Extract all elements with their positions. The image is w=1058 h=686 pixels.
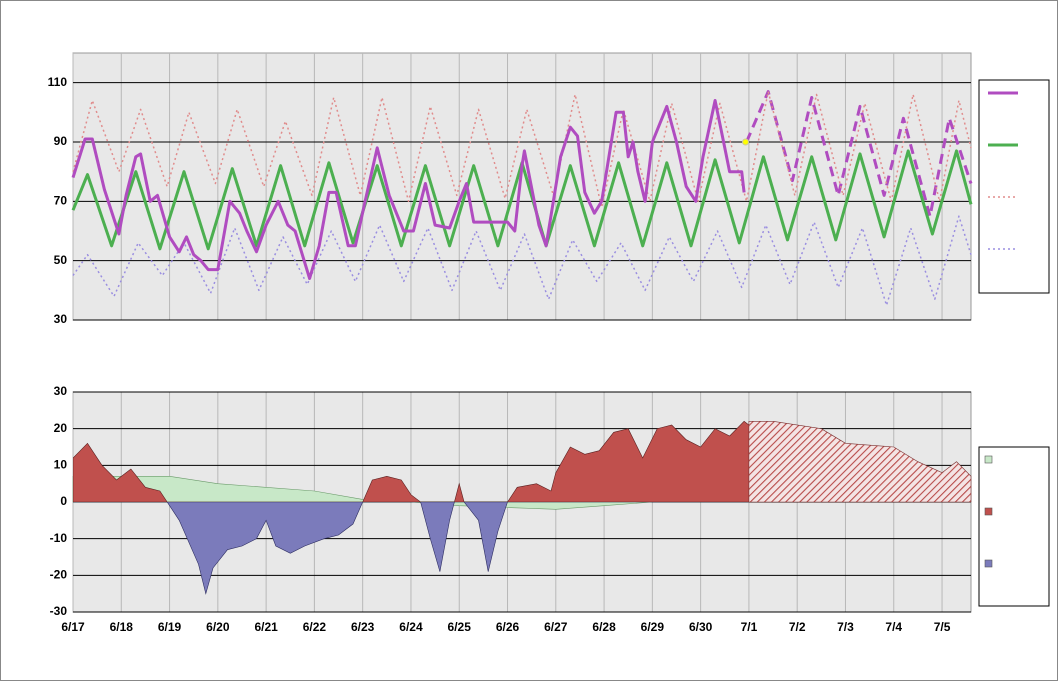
x-tick-label: 6/26 [496,620,520,634]
x-tick-label: 6/29 [641,620,665,634]
area [748,421,972,503]
legend-swatch [984,455,993,464]
x-tick-label: 6/24 [399,620,423,634]
x-tick-label: 6/20 [206,620,230,634]
x-tick-label: 6/30 [689,620,713,634]
x-tick-label: 7/5 [934,620,951,634]
legend-box [978,446,1050,607]
x-tick-label: 7/1 [741,620,758,634]
y-tick-label: 30 [54,384,68,398]
x-tick-label: 7/3 [837,620,854,634]
data-line [72,215,972,306]
y-tick-label: 30 [54,312,68,326]
x-tick-label: 6/17 [61,620,85,634]
x-tick-label: 6/25 [448,620,472,634]
marker [742,138,750,146]
area-positive [73,420,750,502]
x-tick-label: 6/21 [254,620,278,634]
legend-swatch [984,559,993,568]
area-negative [73,502,750,595]
y-tick-label: -20 [50,568,68,582]
data-line [71,99,746,280]
y-tick-label: 50 [54,253,68,267]
x-tick-label: 6/27 [544,620,568,634]
y-tick-label: 90 [54,134,68,148]
data-line [745,90,973,218]
data-line [72,90,972,209]
y-tick-label: -10 [50,531,68,545]
x-tick-label: 6/28 [592,620,616,634]
y-tick-label: 10 [54,458,68,472]
x-tick-label: 7/2 [789,620,806,634]
y-tick-label: 20 [54,421,68,435]
x-tick-label: 6/18 [110,620,134,634]
x-tick-label: 6/22 [303,620,327,634]
y-tick-label: 0 [60,494,67,508]
y-tick-label: 110 [48,75,68,89]
legend-swatch [984,507,993,516]
y-tick-label: -30 [50,604,68,618]
legend-box [978,79,1050,294]
x-tick-label: 6/23 [351,620,375,634]
x-tick-label: 7/4 [885,620,902,634]
y-tick-label: 70 [54,194,68,208]
x-tick-label: 6/19 [158,620,182,634]
